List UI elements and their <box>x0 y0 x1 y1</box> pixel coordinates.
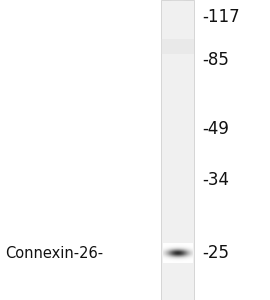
Text: -25: -25 <box>202 244 230 262</box>
Bar <box>164 0 191 300</box>
Bar <box>161 0 194 300</box>
Bar <box>161 0 194 300</box>
Text: Connexin-26-: Connexin-26- <box>5 246 103 261</box>
Text: -85: -85 <box>202 51 230 69</box>
Bar <box>171 0 184 300</box>
Bar <box>167 0 188 300</box>
Bar <box>169 0 186 300</box>
Bar <box>162 0 193 300</box>
Bar <box>166 0 189 300</box>
Bar <box>173 0 183 300</box>
Bar <box>161 39 194 54</box>
Text: -49: -49 <box>202 120 230 138</box>
Text: -34: -34 <box>202 171 230 189</box>
Text: -117: -117 <box>202 8 240 26</box>
